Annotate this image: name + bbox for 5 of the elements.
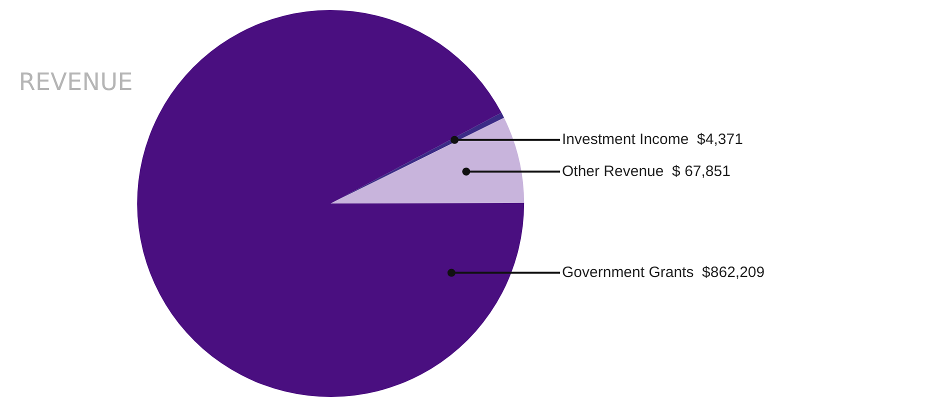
slice-label: Government Grants $862,209: [562, 264, 765, 281]
pie-slice: [137, 10, 524, 397]
text: REVENUE: [18, 68, 133, 96]
slice-label: Investment Income $4,371: [562, 131, 743, 148]
slice-label: Other Revenue $ 67,851: [562, 163, 730, 180]
